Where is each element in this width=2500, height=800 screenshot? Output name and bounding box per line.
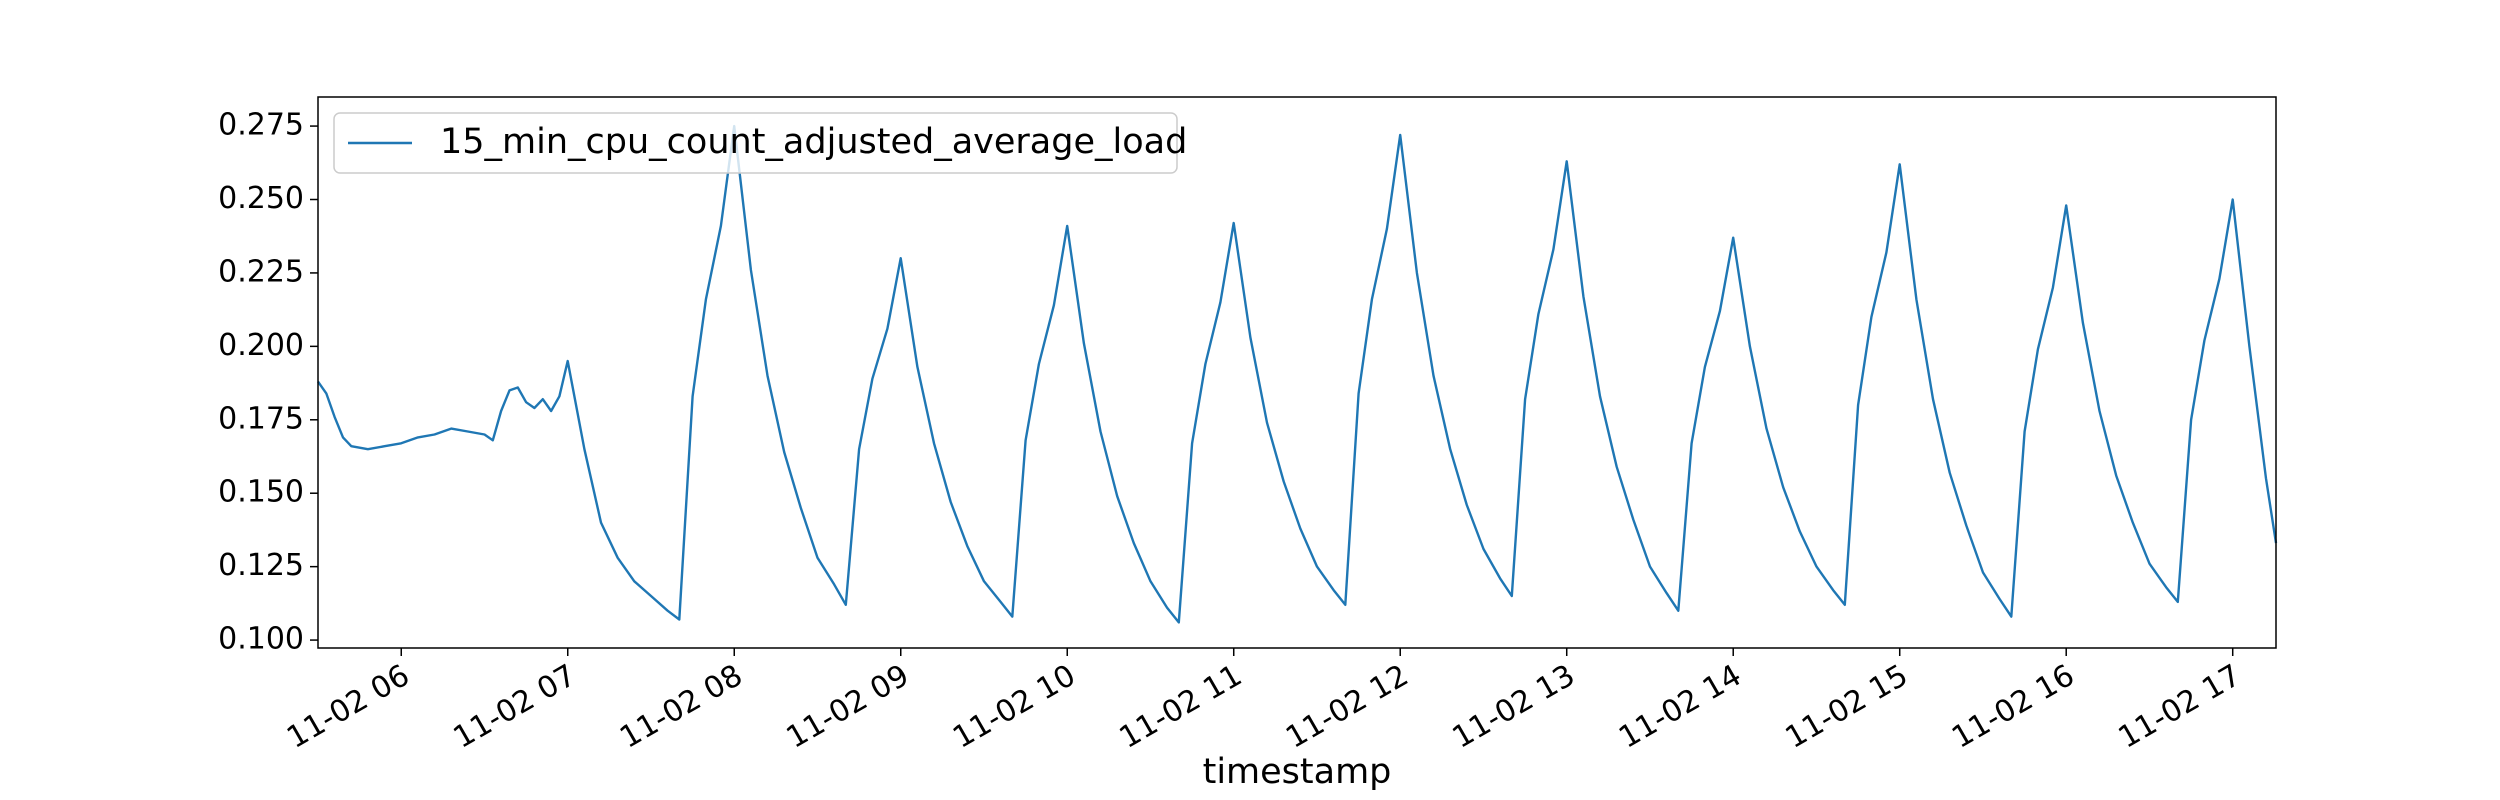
legend-box [333, 112, 1178, 174]
y-tick-label: 0.225 [218, 254, 304, 289]
y-tick-label: 0.150 [218, 475, 304, 510]
x-tick-label: 11-02 13 [1447, 658, 1581, 756]
x-tick-label: 11-02 15 [1780, 658, 1914, 756]
x-tick-label: 11-02 16 [1946, 658, 2080, 756]
x-tick-label: 11-02 11 [1114, 658, 1248, 756]
legend-label: 15_min_cpu_count_adjusted_average_load [440, 122, 1187, 162]
x-tick-label: 11-02 09 [781, 658, 915, 756]
x-tick-label: 11-02 17 [2113, 658, 2247, 756]
x-tick-label: 11-02 12 [1280, 658, 1414, 756]
plot-frame [317, 96, 2277, 649]
x-tick-label: 11-02 08 [614, 658, 748, 756]
y-tick-label: 0.125 [218, 548, 304, 583]
x-tick-label: 11-02 06 [281, 658, 415, 756]
x-tick-label: 11-02 07 [448, 658, 582, 756]
x-tick-label: 11-02 14 [1613, 658, 1747, 756]
y-tick-label: 0.275 [218, 108, 304, 143]
line-series [317, 124, 2278, 624]
y-tick-label: 0.100 [218, 622, 304, 657]
legend: 15_min_cpu_count_adjusted_average_load [333, 112, 1187, 174]
x-tick-label: 11-02 10 [947, 658, 1081, 756]
x-axis-label: timestamp [1203, 752, 1392, 792]
y-tick-label: 0.200 [218, 328, 304, 363]
y-tick-label: 0.250 [218, 181, 304, 216]
y-tick-label: 0.175 [218, 401, 304, 436]
